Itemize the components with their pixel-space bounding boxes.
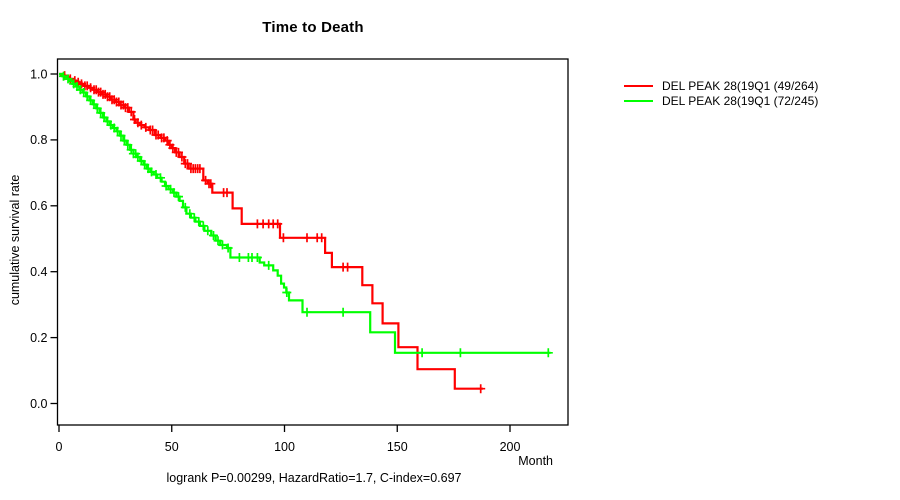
y-tick-label: 1.0 [30, 67, 47, 81]
legend-item-group1: DEL PEAK 28(19Q1 (49/264) [624, 79, 818, 94]
y-tick-label: 0.6 [30, 199, 47, 213]
green-line-swatch [624, 99, 653, 102]
plot-box [56, 58, 569, 426]
y-tick-label: 0.2 [30, 331, 47, 345]
legend-item-group2: DEL PEAK 28(19Q1 (72/245) [624, 94, 818, 109]
legend: DEL PEAK 28(19Q1 (49/264) DEL PEAK 28(19… [624, 79, 818, 108]
y-axis-label: cumulative survival rate [8, 174, 22, 306]
x-tick-label: 100 [274, 440, 295, 454]
survival-curve-0 [59, 72, 483, 390]
censor-marks-1 [59, 71, 553, 358]
y-tick-label: 0.8 [30, 133, 47, 147]
x-tick-label: 200 [500, 440, 521, 454]
x-tick-label: 50 [165, 440, 179, 454]
stats-annotation: logrank P=0.00299, HazardRatio=1.7, C-in… [166, 471, 462, 485]
y-tick-label: 0.0 [30, 397, 47, 411]
legend-label-group2: DEL PEAK 28(19Q1 (72/245) [662, 93, 819, 108]
censor-marks-0 [60, 71, 486, 394]
x-tick-label: 0 [56, 440, 63, 454]
y-tick-label: 0.4 [30, 265, 47, 279]
chart-title: Time to Death [262, 19, 364, 36]
x-axis-label: Month [518, 454, 553, 468]
red-line-swatch [624, 85, 653, 88]
x-tick-label: 150 [387, 440, 408, 454]
legend-label-group1: DEL PEAK 28(19Q1 (49/264) [662, 79, 819, 94]
